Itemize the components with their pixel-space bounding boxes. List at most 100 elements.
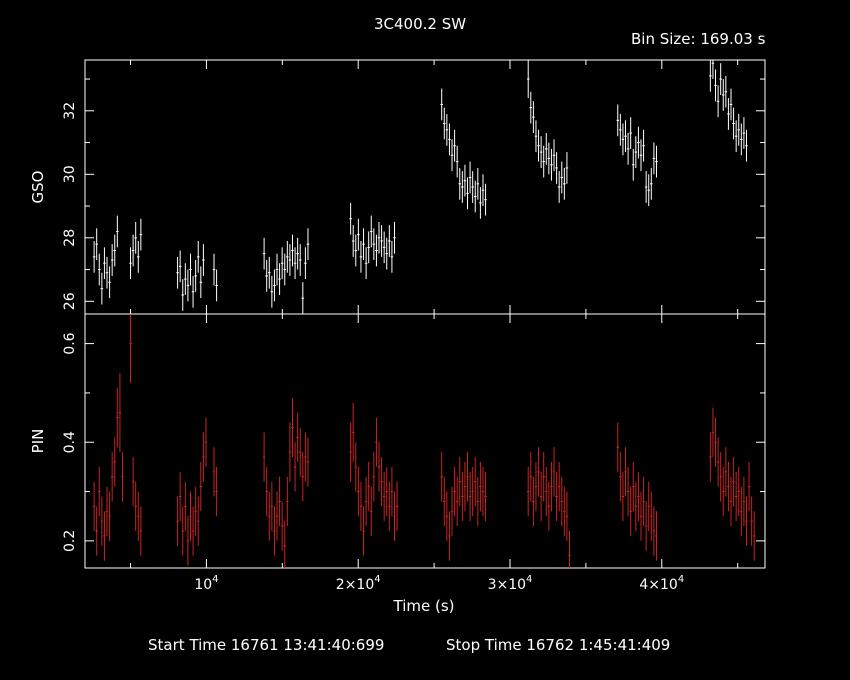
data-point bbox=[734, 120, 738, 153]
data-point bbox=[283, 253, 287, 286]
data-point bbox=[375, 417, 378, 467]
data-point bbox=[652, 142, 656, 175]
data-point bbox=[532, 476, 535, 527]
data-point bbox=[629, 486, 632, 536]
data-point bbox=[655, 145, 658, 178]
data-point bbox=[526, 60, 530, 99]
data-point bbox=[542, 452, 545, 502]
data-point bbox=[461, 471, 464, 522]
data-point bbox=[103, 511, 106, 561]
data-point bbox=[644, 171, 648, 203]
data-point bbox=[624, 447, 627, 497]
data-point bbox=[476, 167, 480, 200]
x-tick-label: 2×104 bbox=[336, 574, 381, 593]
data-point bbox=[108, 266, 111, 299]
data-point bbox=[468, 471, 472, 522]
data-point bbox=[367, 461, 370, 512]
panel-pin: 0.2 0.4 0.6 PIN bbox=[29, 313, 766, 569]
data-point bbox=[215, 466, 218, 517]
data-point bbox=[369, 486, 373, 536]
data-point bbox=[199, 461, 203, 512]
data-point bbox=[445, 113, 449, 146]
data-point bbox=[351, 402, 355, 462]
data-point bbox=[196, 496, 200, 546]
data-point bbox=[194, 486, 197, 536]
data-point bbox=[186, 516, 190, 566]
data-point bbox=[262, 432, 266, 482]
data-point bbox=[479, 187, 482, 219]
data-point bbox=[202, 432, 205, 482]
data-point bbox=[721, 466, 725, 517]
data-point bbox=[139, 218, 143, 251]
data-point bbox=[639, 491, 643, 541]
data-point bbox=[745, 496, 748, 546]
data-point bbox=[750, 496, 753, 546]
data-point bbox=[639, 139, 643, 172]
data-point bbox=[634, 481, 638, 532]
data-point bbox=[631, 148, 635, 181]
data-point bbox=[393, 491, 396, 541]
data-point bbox=[637, 471, 640, 522]
data-point bbox=[644, 501, 648, 551]
chart-title: 3C400.2 SW bbox=[374, 15, 467, 33]
data-point bbox=[466, 452, 469, 502]
data-point bbox=[542, 145, 545, 178]
data-point bbox=[380, 225, 383, 257]
data-point bbox=[118, 373, 122, 453]
data-point bbox=[178, 471, 182, 522]
data-point bbox=[742, 476, 746, 527]
data-point bbox=[742, 117, 746, 149]
data-point bbox=[652, 506, 656, 556]
data-point bbox=[450, 486, 454, 536]
data-point bbox=[732, 107, 735, 140]
data-point bbox=[359, 481, 363, 532]
data-point bbox=[273, 269, 276, 302]
data-point bbox=[453, 466, 456, 517]
data-point bbox=[357, 466, 360, 517]
data-point bbox=[278, 476, 281, 527]
data-point bbox=[134, 481, 137, 532]
data-point bbox=[113, 234, 117, 267]
data-point bbox=[199, 266, 203, 299]
data-point bbox=[440, 88, 443, 121]
data-point bbox=[709, 432, 712, 482]
data-point bbox=[212, 253, 216, 286]
data-point bbox=[481, 466, 485, 517]
data-point bbox=[293, 442, 297, 492]
data-point bbox=[458, 457, 462, 507]
data-point bbox=[463, 461, 467, 512]
data-point bbox=[626, 133, 630, 165]
data-point bbox=[375, 234, 378, 267]
data-point bbox=[534, 120, 538, 153]
data-point bbox=[202, 244, 205, 276]
data-point bbox=[560, 161, 564, 194]
data-point bbox=[621, 471, 625, 522]
data-point bbox=[377, 221, 381, 254]
data-point bbox=[484, 183, 487, 216]
data-point bbox=[740, 486, 743, 536]
data-point bbox=[357, 218, 360, 251]
y-tick-label: 0.4 bbox=[62, 431, 78, 453]
data-point bbox=[727, 98, 730, 130]
data-point bbox=[655, 511, 658, 561]
data-point bbox=[304, 247, 307, 280]
data-point bbox=[298, 427, 302, 477]
data-point bbox=[362, 506, 365, 556]
data-point bbox=[719, 452, 722, 502]
y-tick-label: 26 bbox=[62, 292, 78, 310]
data-point bbox=[616, 104, 620, 137]
data-point bbox=[215, 269, 218, 302]
data-point bbox=[442, 476, 446, 527]
data-point bbox=[458, 167, 462, 200]
data-point bbox=[395, 481, 399, 532]
data-point bbox=[442, 107, 446, 140]
data-point bbox=[616, 422, 620, 472]
x-tick-label: 104 bbox=[194, 574, 218, 593]
data-point bbox=[100, 272, 104, 305]
y-tick-label: 30 bbox=[62, 165, 78, 183]
data-point bbox=[178, 250, 182, 283]
data-point bbox=[732, 457, 735, 507]
data-point bbox=[181, 279, 185, 311]
data-point bbox=[270, 275, 274, 308]
bin-size-label: Bin Size: 169.03 s bbox=[631, 30, 766, 48]
